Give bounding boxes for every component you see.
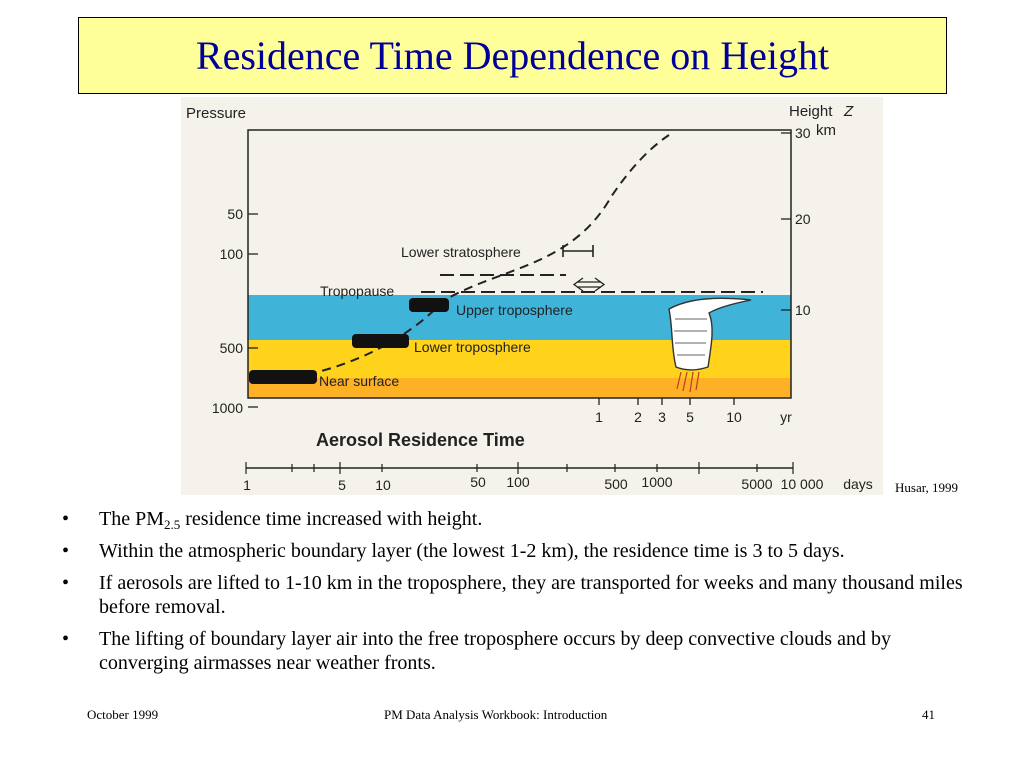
height-tick-label: 10	[795, 302, 811, 318]
residence-time-figure: Pressure Height Z km 50 100 500 1000 30 …	[181, 97, 883, 495]
bullet-text: Within the atmospheric boundary layer (t…	[99, 540, 845, 562]
axis-title: Aerosol Residence Time	[316, 430, 525, 450]
bullet-text: If aerosols are lifted to 1-10 km in the…	[99, 572, 963, 618]
height-ticks	[781, 132, 791, 311]
bullet-subscript: 2.5	[164, 517, 181, 532]
day-tick-label: 50	[470, 474, 486, 490]
near-surface-label: Near surface	[319, 373, 399, 389]
near-surface-range-bar	[249, 370, 317, 384]
bullet-marker: •	[62, 572, 70, 594]
day-tick-label: 1	[243, 477, 251, 493]
upper-troposphere-range-bar	[409, 298, 449, 312]
day-tick-label: 1000	[641, 474, 672, 490]
height-tick-label: 20	[795, 211, 811, 227]
stratosphere-range-bar	[562, 245, 594, 257]
day-tick-label: 500	[604, 476, 628, 492]
year-tick-label: 10	[726, 409, 742, 425]
footer-title: PM Data Analysis Workbook: Introduction	[384, 707, 608, 722]
pressure-tick-label: 50	[227, 206, 243, 222]
lower-troposphere-range-bar	[352, 334, 409, 348]
tropopause-label: Tropopause	[320, 283, 394, 299]
pressure-tick-label: 100	[220, 246, 244, 262]
bullet-text: The lifting of boundary layer air into t…	[99, 628, 891, 674]
height-variable: Z	[843, 103, 854, 120]
page-number: 41	[922, 707, 935, 722]
title-box: Residence Time Dependence on Height	[78, 17, 947, 94]
year-tick-label: 2	[634, 409, 642, 425]
bullet-marker: •	[62, 508, 70, 530]
year-tick-label: 5	[686, 409, 694, 425]
bullet-text-start: The PM	[99, 508, 164, 530]
year-tick-label: 1	[595, 409, 603, 425]
figure-credit: Husar, 1999	[895, 480, 959, 495]
day-tick-label: 10	[375, 477, 391, 493]
pressure-ticks	[248, 213, 258, 408]
year-unit-label: yr	[780, 409, 792, 425]
lower-troposphere-label: Lower troposphere	[414, 339, 531, 355]
pressure-axis-label: Pressure	[186, 105, 246, 122]
convective-cloud-icon	[668, 297, 752, 393]
height-tick-label: 30	[795, 125, 811, 141]
bullet-marker: •	[62, 540, 70, 562]
bullet-item: • Within the atmospheric boundary layer …	[62, 539, 982, 563]
height-axis-label: Height	[789, 103, 833, 120]
pressure-tick-label: 1000	[212, 400, 243, 416]
day-tick-label: 100	[506, 474, 530, 490]
days-axis-ticks	[245, 462, 794, 474]
bullet-marker: •	[62, 628, 70, 650]
day-tick-label: 10 000	[781, 476, 824, 492]
bullet-item: • If aerosols are lifted to 1-10 km in t…	[62, 571, 982, 619]
plot-frame	[247, 129, 792, 399]
height-unit: km	[816, 122, 836, 139]
figure-svg: Pressure Height Z km 50 100 500 1000 30 …	[181, 97, 883, 495]
year-tick-label: 3	[658, 409, 666, 425]
year-ticks	[598, 398, 735, 405]
day-tick-label: 5	[338, 477, 346, 493]
slide-title: Residence Time Dependence on Height	[195, 33, 830, 78]
bullet-item: • The PM2.5 residence time increased wit…	[62, 507, 982, 531]
days-unit-label: days	[843, 476, 873, 492]
day-tick-label: 5000	[741, 476, 772, 492]
lower-stratosphere-label: Lower stratosphere	[401, 244, 521, 260]
residence-time-curve	[262, 134, 670, 381]
near-surface-band	[248, 378, 791, 398]
bullet-list: • The PM2.5 residence time increased wit…	[62, 507, 982, 683]
upper-troposphere-label: Upper troposphere	[456, 302, 573, 318]
footer-date: October 1999	[87, 707, 159, 722]
double-arrow-icon	[572, 277, 606, 292]
pressure-tick-label: 500	[220, 340, 244, 356]
bullet-item: • The lifting of boundary layer air into…	[62, 627, 982, 675]
bullet-text-end: residence time increased with height.	[180, 508, 483, 530]
